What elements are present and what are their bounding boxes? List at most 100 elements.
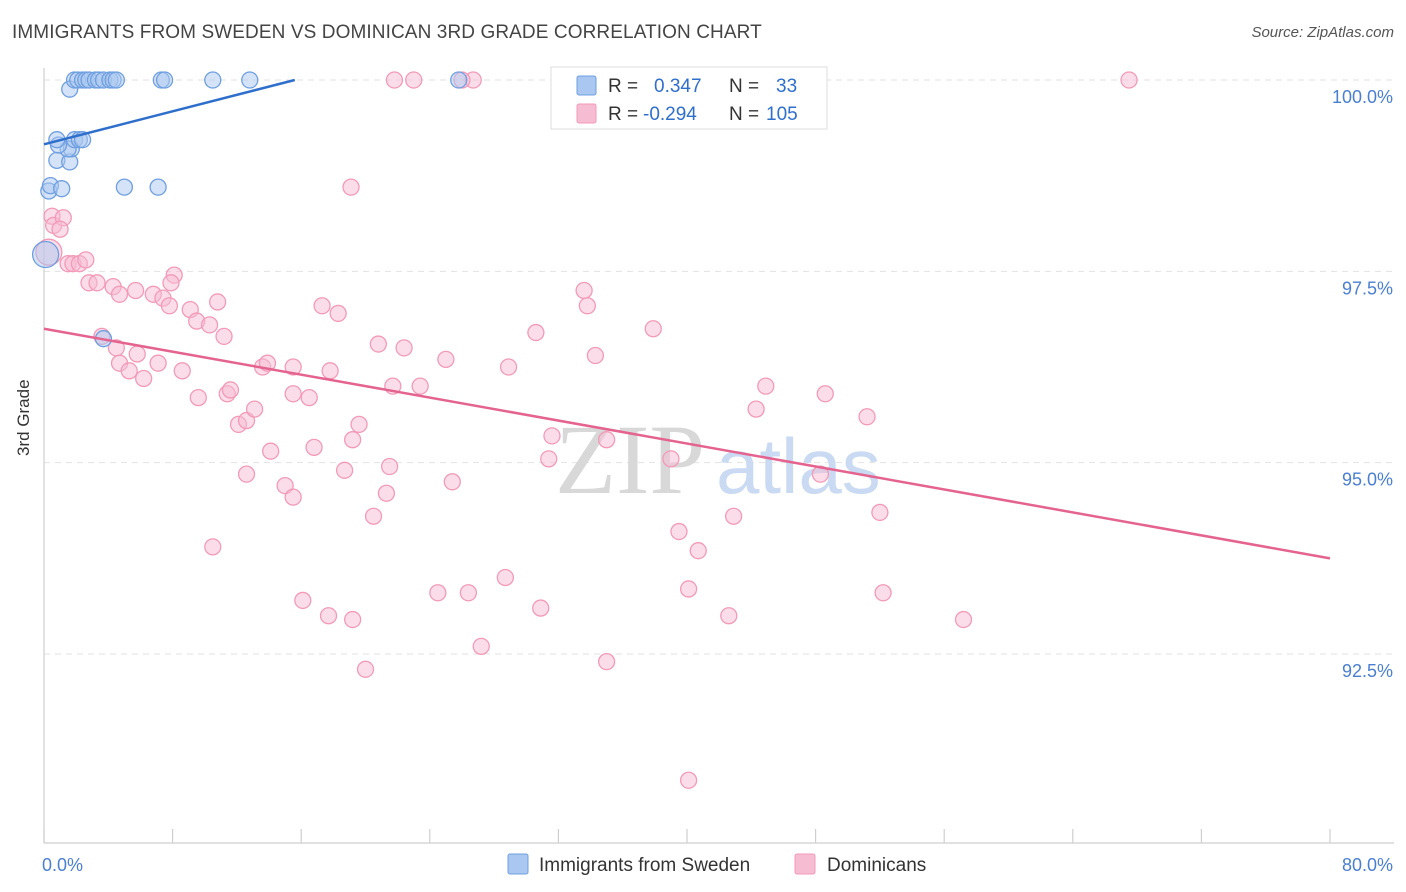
watermark-atlas: atlas — [716, 422, 881, 510]
data-point — [135, 369, 153, 388]
data-point — [499, 358, 518, 376]
data-point — [679, 580, 698, 598]
data-point — [350, 415, 368, 434]
series-sweden-points — [31, 71, 468, 348]
data-point — [300, 388, 318, 407]
data-point — [377, 484, 396, 502]
data-point — [343, 431, 362, 449]
data-point — [597, 431, 616, 449]
data-point — [679, 771, 698, 789]
data-point — [215, 327, 233, 346]
data-point — [149, 178, 167, 196]
data-point — [644, 320, 662, 338]
data-point — [450, 71, 468, 89]
data-point — [313, 297, 331, 315]
data-point — [241, 71, 259, 89]
data-point — [204, 71, 222, 89]
data-point — [954, 610, 973, 629]
tick-labels: 100.0% 97.5% 95.0% 92.5% 0.0% 80.0% — [42, 87, 1393, 875]
data-point — [670, 522, 688, 541]
data-point — [126, 281, 145, 300]
data-point — [342, 178, 360, 196]
data-point — [437, 350, 455, 368]
data-point — [578, 297, 596, 315]
data-point — [128, 345, 146, 363]
data-point — [305, 438, 323, 457]
data-point — [380, 457, 399, 476]
data-point — [200, 316, 219, 334]
sweden-trend-line — [43, 78, 296, 146]
x-tick-label-1: 80.0% — [1342, 855, 1393, 875]
data-point — [405, 71, 423, 89]
data-point — [120, 362, 138, 380]
stats-r-label-sweden: R = — [608, 76, 638, 97]
data-point — [284, 488, 302, 506]
data-point — [689, 542, 707, 560]
data-point — [284, 358, 302, 376]
data-point — [575, 281, 593, 300]
data-point — [294, 591, 312, 610]
legend-swatch-dominicans[interactable] — [794, 853, 816, 875]
data-point — [160, 297, 179, 315]
data-point — [459, 584, 478, 602]
data-point — [245, 400, 264, 418]
data-point — [319, 607, 338, 625]
data-point — [53, 180, 71, 198]
watermark-zip: ZIP — [555, 404, 705, 515]
data-point — [757, 377, 775, 395]
data-point — [115, 178, 134, 196]
data-point — [443, 473, 461, 491]
data-point — [335, 461, 354, 479]
data-point — [527, 323, 545, 342]
data-point — [237, 465, 256, 483]
watermark: ZIP atlas — [555, 404, 881, 515]
data-point — [329, 304, 347, 323]
data-point — [356, 660, 375, 678]
stats-legend-frame — [550, 66, 828, 130]
data-point — [540, 450, 558, 468]
data-point — [208, 293, 227, 311]
source-note: Source: ZipAtlas.com — [1251, 24, 1394, 41]
data-point — [77, 251, 95, 269]
stats-legend: R = 0.347 N = 33 R = -0.294 N = 105 — [550, 66, 828, 130]
data-point — [262, 442, 280, 460]
gridlines — [44, 79, 1394, 655]
stats-n-label-sweden: N = — [729, 76, 759, 97]
data-point — [874, 584, 892, 602]
y-tick-label-3: 92.5% — [1342, 661, 1393, 681]
data-point — [747, 400, 765, 418]
data-point — [284, 385, 302, 403]
data-point — [1120, 71, 1138, 89]
data-point — [369, 335, 388, 353]
data-point — [816, 385, 834, 403]
data-point — [221, 381, 240, 399]
legend-swatch-sweden[interactable] — [507, 853, 529, 875]
data-point — [496, 568, 515, 587]
trend-lines — [43, 78, 1331, 560]
stats-n-label-dominicans: N = — [729, 104, 759, 125]
data-point — [204, 538, 222, 556]
data-point — [51, 220, 69, 238]
data-point — [321, 362, 339, 380]
x-tick-label-0: 0.0% — [42, 855, 83, 875]
data-point — [724, 507, 743, 525]
stats-r-label-dominicans: R = — [608, 104, 638, 125]
data-point — [107, 71, 125, 89]
y-tick-label-0: 100.0% — [1332, 87, 1393, 107]
data-point — [162, 274, 180, 292]
stats-swatch-dominicans — [576, 103, 597, 124]
data-point — [858, 408, 876, 426]
data-point — [597, 653, 616, 671]
data-point — [586, 346, 605, 365]
data-point — [543, 427, 561, 445]
data-point — [31, 240, 60, 269]
stats-r-value-sweden: 0.347 — [654, 76, 702, 97]
stats-swatch-sweden — [576, 75, 597, 96]
data-point — [720, 607, 738, 625]
stats-n-value-sweden: 33 — [776, 76, 797, 97]
data-point — [411, 377, 429, 395]
data-point — [395, 339, 413, 357]
data-point — [173, 362, 191, 380]
data-point — [189, 388, 207, 407]
